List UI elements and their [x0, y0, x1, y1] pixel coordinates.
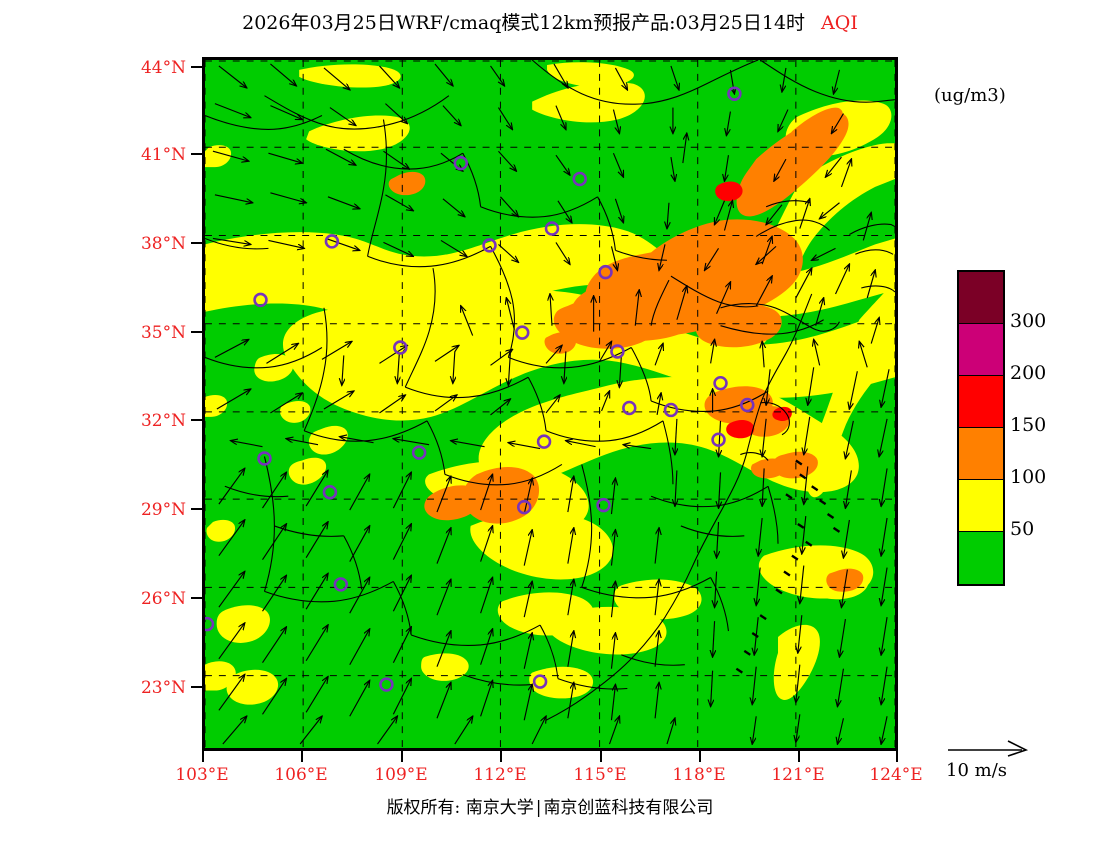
city-marker: [598, 264, 613, 280]
city-marker: [257, 451, 272, 466]
lon-tick-mark: [600, 751, 602, 762]
page-title: 2026年03月25日WRF/cmaq模式12km预报产品:03月25日14时 A…: [0, 8, 1100, 35]
colorbar-tick-300: 300: [1010, 310, 1047, 332]
title-variable-text: AQI: [821, 12, 858, 34]
map-canvas: [205, 60, 895, 748]
lon-tick-mark: [896, 751, 898, 762]
lon-tick-label: 124°E: [869, 765, 923, 785]
city-marker: [253, 292, 268, 308]
lat-tick-label: 35°N: [140, 323, 186, 343]
lon-tick-label: 106°E: [274, 765, 328, 785]
colorbar-tick-150: 150: [1010, 414, 1047, 436]
city-marker: [532, 674, 548, 689]
city-marker: [322, 484, 338, 500]
lon-tick-mark: [798, 751, 800, 762]
lat-tick-mark: [191, 686, 202, 688]
lat-tick-mark: [191, 66, 202, 68]
city-marker: [482, 238, 497, 253]
city-marker: [205, 616, 215, 632]
city-marker: [393, 340, 408, 355]
city-marker: [379, 677, 394, 692]
lon-tick-label: 103°E: [175, 765, 229, 785]
colorbar-units-label: (ug/m3): [934, 85, 1006, 106]
city-marker: [333, 577, 349, 592]
city-marker: [572, 171, 587, 187]
city-marker: [713, 375, 728, 391]
lon-tick-label: 121°E: [771, 765, 825, 785]
lon-tick-mark: [699, 751, 701, 762]
wind-scale-arrow-icon: [948, 740, 1029, 757]
city-marker: [516, 499, 532, 515]
wind-vector-field: [212, 63, 890, 744]
city-marker: [453, 155, 469, 171]
lon-tick-label: 118°E: [672, 765, 726, 785]
colorbar-band-0-50: [959, 532, 1003, 584]
city-marker: [727, 86, 742, 101]
title-main-text: 2026年03月25日WRF/cmaq模式12km预报产品:03月25日14时: [242, 12, 806, 34]
colorbar-band-100-150: [959, 428, 1003, 480]
city-marker: [610, 344, 625, 359]
lat-tick-mark: [191, 153, 202, 155]
city-marker: [622, 400, 637, 416]
city-marker: [740, 397, 755, 413]
copyright-footer: 版权所有: 南京大学 | 南京创蓝科技有限公司: [0, 793, 1100, 818]
city-marker: [544, 221, 560, 236]
lat-tick-label: 32°N: [140, 411, 186, 431]
lon-tick-mark: [202, 751, 204, 762]
lat-tick-label: 41°N: [140, 145, 186, 165]
colorbar-tick-200: 200: [1010, 362, 1047, 384]
colorbar-band-above-300: [959, 272, 1003, 324]
copyright-text: 版权所有: 南京大学: [386, 798, 534, 818]
wind-scale-legend: 10 m/s: [946, 738, 1076, 784]
city-marker: [663, 402, 679, 418]
lat-tick-label: 38°N: [140, 234, 186, 254]
lon-tick-mark: [401, 751, 403, 762]
lon-tick-mark: [500, 751, 502, 762]
city-marker-group[interactable]: [205, 86, 755, 692]
colorbar-tick-50: 50: [1010, 518, 1035, 540]
colorbar[interactable]: [957, 270, 1005, 586]
city-marker: [411, 445, 427, 460]
colorbar-band-200-300: [959, 324, 1003, 376]
lat-tick-mark: [191, 242, 202, 244]
lat-tick-mark: [191, 597, 202, 599]
lat-tick-mark: [191, 508, 202, 510]
city-marker: [536, 434, 552, 449]
footer-separator: |: [535, 798, 542, 818]
lon-tick-label: 109°E: [374, 765, 428, 785]
aqi-band-150-200: [715, 181, 792, 439]
lat-tick-mark: [191, 419, 202, 421]
wind-scale-label: 10 m/s: [946, 760, 1007, 781]
lat-tick-label: 29°N: [140, 500, 186, 520]
lat-tick-label: 26°N: [140, 589, 186, 609]
lon-tick-label: 112°E: [473, 765, 527, 785]
city-marker: [515, 325, 530, 340]
colorbar-band-150-200: [959, 376, 1003, 428]
lon-tick-mark: [301, 751, 303, 762]
lat-tick-label: 23°N: [140, 678, 186, 698]
company-text: 南京创蓝科技有限公司: [543, 798, 714, 818]
map-plot-area[interactable]: [202, 57, 898, 751]
lon-tick-label: 115°E: [573, 765, 627, 785]
city-marker: [324, 234, 340, 249]
city-marker: [596, 497, 611, 513]
colorbar-band-50-100: [959, 480, 1003, 532]
lat-tick-label: 44°N: [140, 58, 186, 78]
colorbar-tick-100: 100: [1010, 466, 1047, 488]
city-marker: [711, 432, 726, 447]
lat-tick-mark: [191, 331, 202, 333]
